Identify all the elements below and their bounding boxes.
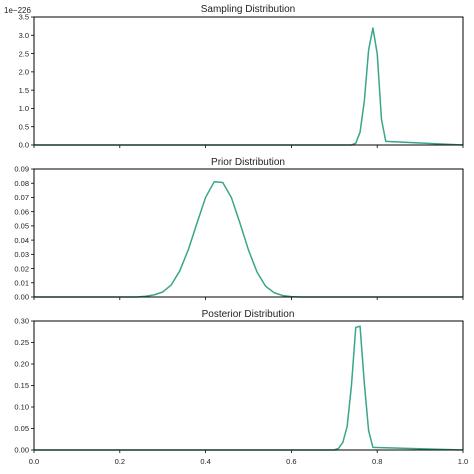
y-tick-label: 0.00 [14,293,29,302]
y-tick-label: 0.05 [14,222,29,231]
y-tick-label: 3.5 [19,13,29,22]
y-tick-label: 1.5 [19,86,29,95]
y-tick-label: 0.06 [14,207,29,216]
series-line [34,27,464,146]
axes-frame [33,320,464,451]
chart-title: Sampling Distribution [201,4,296,15]
x-tick-label: 0.6 [286,457,296,466]
y-tick-label: 0.01 [14,278,29,287]
y-tick-label: 0.10 [14,403,29,412]
prior-distribution-panel: Prior Distribution 0.000.010.020.030.040… [14,157,464,302]
series-line [34,325,464,451]
y-tick-label: 0.30 [14,317,29,326]
y-tick-label: 0.03 [14,250,29,259]
series-line [34,181,463,298]
y-tick-label: 0.5 [19,122,29,131]
x-tick-label: 0.0 [29,457,39,466]
x-tick-label: 0.4 [200,457,210,466]
x-axis-ticks: 0.0 0.2 0.4 0.6 0.8 1.0 [29,450,468,466]
posterior-distribution-panel: Posterior Distribution 0.000.050.100.150… [14,309,468,466]
y-tick-label: 0.15 [14,381,29,390]
x-tick-label: 1.0 [458,457,468,466]
y-tick-label: 0.0 [19,141,29,150]
y-tick-label: 0.04 [14,236,29,245]
y-axis-ticks: 0.00 0.01 0.02 0.03 0.04 0.05 0.06 0.07 0.08 0.09 [14,165,34,302]
x-tick-label: 0.8 [372,457,382,466]
chart-title: Prior Distribution [211,157,285,168]
y-tick-label: 0.09 [14,165,29,174]
axes-frame [33,16,464,146]
sampling-distribution-panel: Sampling Distribution 1e−226 0.0 0.5 1.0 1.… [4,4,464,150]
y-tick-label: 0.02 [14,264,29,273]
y-tick-label: 2.5 [19,49,29,58]
chart-title: Posterior Distribution [202,309,295,320]
y-tick-label: 2.0 [19,68,29,77]
y-tick-label: 0.00 [14,446,29,455]
y-tick-label: 0.20 [14,360,29,369]
y-scale-label: 1e−226 [4,6,31,15]
y-tick-label: 0.25 [14,338,29,347]
x-tick-label: 0.2 [115,457,125,466]
y-axis-ticks: 0.00 0.05 0.10 0.15 0.20 0.25 0.30 [14,317,34,455]
y-tick-label: 1.0 [19,104,29,113]
y-tick-label: 0.08 [14,179,29,188]
y-tick-label: 3.0 [19,31,29,40]
y-tick-label: 0.07 [14,193,29,202]
y-axis-ticks: 0.0 0.5 1.0 1.5 2.0 2.5 3.0 3.5 [19,13,34,150]
y-tick-label: 0.05 [14,424,29,433]
axes-frame [33,168,464,298]
